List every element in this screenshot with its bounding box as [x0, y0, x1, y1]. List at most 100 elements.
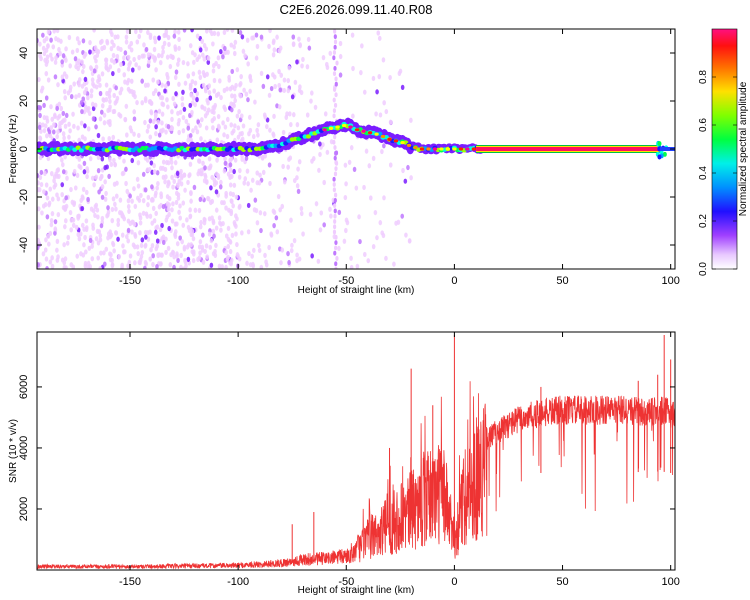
noise-speck: [250, 35, 254, 41]
noise-speck: [179, 181, 184, 187]
noise-speck: [151, 77, 156, 83]
noise-speck: [249, 77, 253, 84]
noise-speck: [171, 201, 175, 207]
noise-speck: [238, 167, 242, 174]
noise-speck: [190, 109, 194, 116]
noise-speck: [170, 207, 174, 213]
noise-speck: [79, 100, 84, 106]
noise-speck: [195, 91, 200, 97]
noise-speck: [162, 32, 167, 39]
noise-speck: [43, 123, 48, 129]
noise-speck: [139, 253, 144, 260]
noise-speck: [145, 128, 150, 134]
noise-speck: [166, 245, 171, 251]
snr-x-ticks: -150 -100 -50 0 50 100: [119, 332, 680, 588]
noise-speck: [232, 168, 236, 175]
noise-speck: [85, 91, 90, 97]
noise-speck: [380, 148, 384, 155]
noise-speck: [138, 260, 142, 266]
noise-speck: [72, 81, 77, 87]
noise-speck: [203, 165, 207, 171]
noise-speck: [130, 157, 135, 164]
noise-speck: [229, 122, 234, 128]
noise-speck: [37, 237, 40, 243]
noise-speck: [275, 229, 280, 235]
noise-speck: [89, 206, 94, 212]
noise-speck: [116, 236, 120, 242]
noise-speck: [154, 124, 158, 130]
noise-speck: [349, 145, 354, 151]
streak-speck: [332, 187, 336, 193]
noise-speck: [265, 123, 269, 130]
noise-speck: [143, 119, 147, 126]
noise-speck: [143, 265, 147, 269]
noise-speck: [98, 265, 103, 269]
noise-speck: [308, 211, 313, 217]
noise-speck: [125, 132, 129, 138]
noise-speck: [171, 250, 176, 256]
noise-speck: [155, 238, 160, 244]
noise-speck: [147, 166, 152, 173]
noise-speck: [69, 93, 74, 100]
noise-speck: [69, 217, 74, 223]
noise-speck: [53, 182, 58, 188]
noise-speck: [56, 196, 61, 202]
noise-speck: [127, 208, 131, 214]
noise-speck: [311, 156, 316, 162]
noise-speck: [188, 102, 193, 109]
streak-speck: [334, 266, 338, 269]
noise-speck: [83, 76, 88, 82]
noise-speck: [295, 122, 300, 128]
noise-speck: [209, 185, 213, 191]
noise-speck: [179, 168, 183, 175]
snr-plot-area: [37, 332, 675, 570]
noise-speck: [228, 157, 232, 163]
noise-speck: [293, 79, 298, 85]
noise-speck: [52, 29, 57, 34]
noise-speck: [88, 39, 92, 46]
noise-speck: [75, 172, 80, 178]
noise-speck: [163, 83, 168, 89]
noise-speck: [49, 37, 53, 43]
noise-speck: [214, 242, 218, 249]
noise-speck: [55, 247, 59, 253]
noise-speck: [62, 71, 67, 77]
noise-speck: [189, 190, 193, 197]
spectrogram-marks: [37, 29, 675, 269]
noise-speck: [204, 46, 209, 52]
noise-speck: [351, 65, 355, 72]
noise-speck: [107, 135, 112, 142]
noise-speck: [39, 128, 43, 134]
noise-speck: [71, 222, 76, 228]
noise-speck: [272, 47, 277, 53]
noise-speck: [180, 102, 185, 108]
noise-speck: [271, 72, 275, 78]
noise-speck: [277, 82, 282, 89]
noise-speck: [256, 132, 260, 138]
noise-speck: [167, 225, 171, 232]
noise-speck: [268, 180, 272, 187]
noise-speck: [244, 155, 249, 161]
noise-speck: [37, 124, 42, 130]
noise-speck: [143, 82, 148, 88]
noise-speck: [172, 178, 177, 185]
noise-speck: [128, 125, 133, 131]
noise-speck: [205, 254, 209, 260]
noise-speck: [388, 162, 393, 168]
noise-speck: [198, 47, 203, 53]
noise-speck: [295, 183, 300, 189]
noise-speck: [165, 97, 169, 103]
noise-speck: [161, 49, 165, 55]
noise-speck: [126, 54, 131, 60]
noise-speck: [124, 180, 128, 187]
noise-speck: [55, 257, 60, 263]
snr-x-tick-label: 0: [451, 576, 457, 588]
noise-speck: [146, 194, 151, 201]
ridge-peak: [439, 147, 444, 151]
noise-speck: [201, 259, 206, 265]
noise-speck: [104, 57, 108, 63]
noise-speck: [171, 184, 175, 190]
noise-speck: [214, 207, 219, 213]
noise-speck: [106, 205, 110, 211]
